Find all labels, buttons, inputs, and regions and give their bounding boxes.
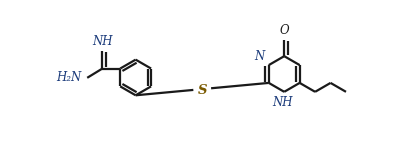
Text: H₂N: H₂N <box>56 71 81 84</box>
Text: NH: NH <box>271 96 292 109</box>
Text: S: S <box>197 84 207 97</box>
Text: O: O <box>279 24 288 37</box>
Text: NH: NH <box>92 35 112 48</box>
Text: N: N <box>254 50 264 63</box>
